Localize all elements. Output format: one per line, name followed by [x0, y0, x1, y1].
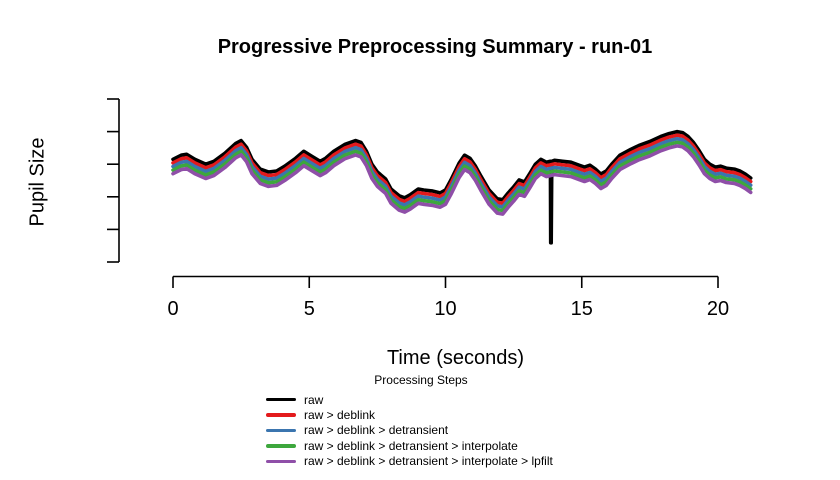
legend-item: raw > deblink [266, 407, 576, 422]
legend-item-label: raw > deblink [304, 408, 376, 423]
legend-item: raw > deblink > detransient [266, 423, 576, 438]
legend-line-swatch [266, 459, 296, 463]
legend-line-swatch [266, 397, 296, 402]
legend-item-label: raw [304, 392, 324, 407]
x-tick-label: 10 [434, 298, 456, 320]
legend-line-swatch [266, 413, 296, 417]
legend: Processing Steps raw raw > deblink raw >… [266, 373, 576, 469]
legend-line-swatch [266, 428, 296, 433]
legend-item-label: raw > deblink > detransient [304, 423, 449, 438]
legend-item-label: raw > deblink > detransient > interpolat… [304, 438, 518, 453]
legend-item: raw [266, 392, 576, 407]
series-line [171, 144, 753, 216]
legend-item: raw > deblink > detransient > interpolat… [266, 454, 576, 469]
legend-title: Processing Steps [374, 373, 468, 387]
series-line [171, 129, 753, 245]
x-axis [172, 275, 719, 288]
x-tick-label: 15 [571, 298, 593, 320]
legend-item: raw > deblink > detransient > interpolat… [266, 438, 576, 453]
x-axis-label: Time (seconds) [386, 347, 525, 369]
x-tick-label: 5 [304, 298, 315, 320]
legend-item-label: raw > deblink > detransient > interpolat… [304, 454, 553, 469]
x-tick-label: 20 [707, 298, 729, 320]
legend-line-swatch [266, 444, 296, 448]
x-tick-label: 0 [167, 298, 178, 320]
y-axis [107, 98, 120, 263]
plot-title: Progressive Preprocessing Summary - run-… [217, 36, 653, 58]
